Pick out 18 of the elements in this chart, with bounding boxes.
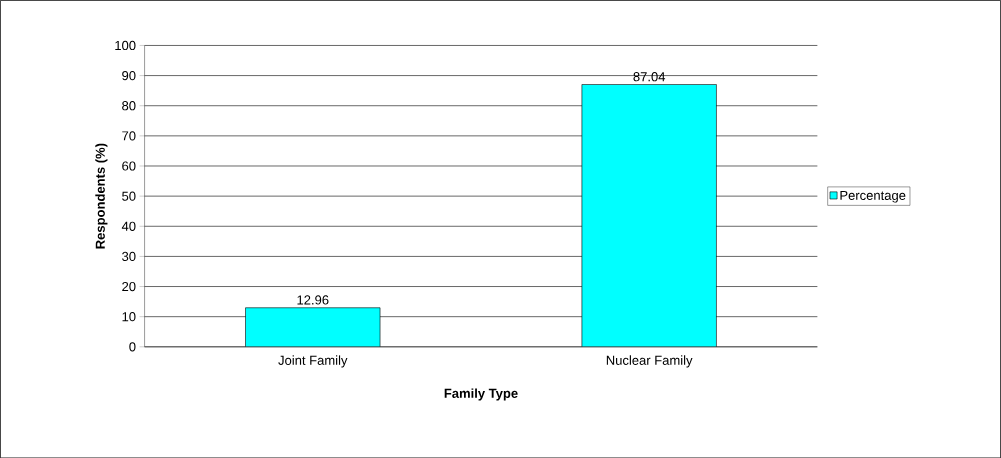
x-tick-label: Nuclear Family [606,355,693,368]
y-tick-label: 30 [122,251,136,261]
y-tick-label: 10 [122,311,136,322]
y-tick-label: 70 [122,131,136,141]
data-label: 12.96 [297,295,329,305]
y-tick-label: 40 [121,221,136,231]
y-axis-title: Respondents (%) [95,143,108,249]
x-tick-label: Joint Family [278,355,348,368]
x-axis-title: Family Type [444,388,518,401]
y-tick-label: 20 [122,281,136,291]
legend-label: Percentage [840,190,906,203]
y-tick-label: 90 [122,70,136,81]
y-tick-label: 0 [129,342,136,352]
y-tick-label: 100 [115,40,136,50]
y-tick-label: 80 [122,100,136,111]
y-tick-label: 50 [122,191,136,201]
data-label: 87.04 [633,71,666,82]
y-tick-label: 60 [122,161,136,171]
